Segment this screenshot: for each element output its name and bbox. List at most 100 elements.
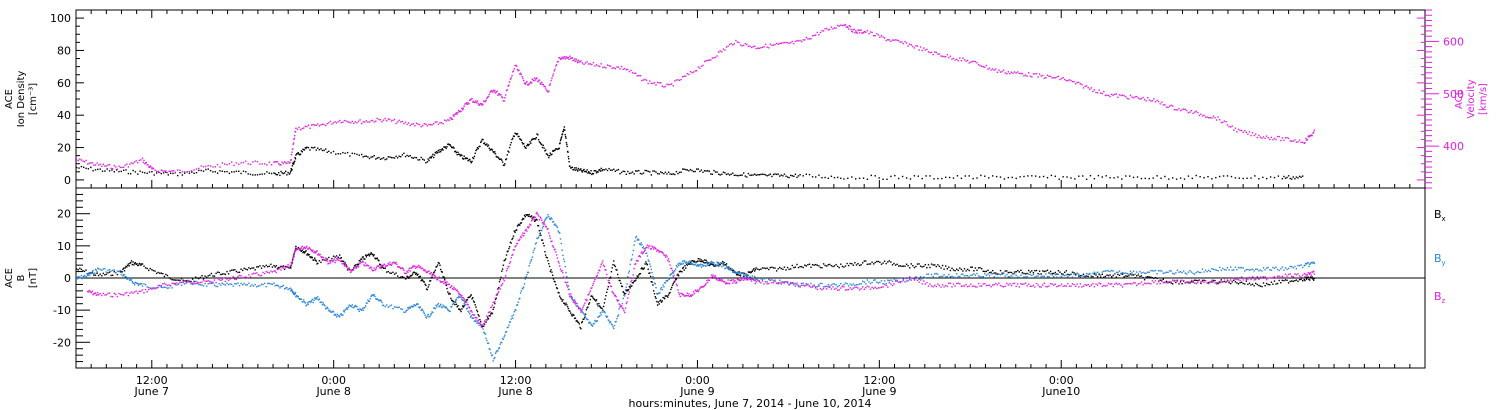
data-point — [890, 175, 892, 178]
data-point — [490, 352, 492, 354]
data-point — [863, 260, 865, 262]
data-point — [671, 284, 674, 286]
data-point — [874, 279, 876, 281]
data-point — [553, 224, 555, 226]
data-point — [515, 245, 517, 247]
data-point — [391, 263, 393, 265]
data-point — [1291, 266, 1293, 268]
data-point — [190, 283, 192, 285]
data-point — [157, 170, 159, 172]
data-point — [777, 281, 779, 284]
data-point — [535, 212, 537, 215]
data-point — [923, 276, 925, 278]
data-point — [240, 172, 242, 175]
data-point — [568, 161, 570, 163]
data-point — [1081, 83, 1083, 86]
data-point — [1112, 274, 1114, 277]
data-point — [674, 280, 676, 282]
data-point — [1179, 281, 1182, 283]
data-point — [515, 133, 517, 135]
data-point — [524, 83, 526, 85]
data-point — [597, 316, 599, 318]
data-point — [965, 283, 967, 286]
data-point — [294, 248, 297, 250]
data-point — [693, 260, 696, 262]
data-point — [401, 267, 404, 269]
data-point — [717, 277, 719, 279]
data-point — [371, 253, 373, 255]
data-point — [352, 306, 354, 309]
data-point — [282, 284, 285, 287]
data-point — [1254, 175, 1256, 177]
data-point — [1042, 175, 1045, 178]
data-point — [800, 282, 803, 285]
data-point — [1037, 272, 1039, 275]
data-point — [703, 60, 706, 63]
data-point — [701, 264, 703, 266]
data-point — [1079, 276, 1082, 278]
data-point — [591, 296, 594, 298]
data-point — [1129, 270, 1132, 272]
data-point — [800, 41, 803, 43]
data-point — [366, 264, 368, 266]
data-point — [805, 265, 807, 267]
data-point — [769, 279, 771, 282]
data-point — [506, 250, 508, 253]
data-point — [642, 268, 645, 270]
data-point — [1240, 281, 1243, 283]
data-point — [482, 324, 484, 326]
data-point — [609, 322, 611, 324]
data-point — [227, 279, 230, 282]
data-point — [450, 286, 452, 288]
data-point — [797, 175, 800, 177]
data-point — [474, 101, 476, 104]
data-point — [804, 264, 806, 266]
data-point — [573, 301, 575, 304]
data-point — [296, 248, 298, 250]
data-point — [1032, 273, 1035, 276]
data-point — [493, 306, 495, 309]
data-point — [472, 100, 475, 102]
data-point — [461, 294, 463, 297]
data-point — [405, 272, 407, 275]
data-point — [552, 150, 554, 152]
data-point — [1309, 135, 1312, 137]
data-point — [1137, 273, 1139, 275]
data-point — [1018, 72, 1020, 75]
data-point — [743, 278, 746, 280]
data-point — [1026, 285, 1028, 287]
data-point — [472, 317, 475, 319]
data-point — [240, 282, 242, 285]
data-point — [415, 272, 418, 274]
data-point — [1023, 283, 1025, 285]
data-point — [381, 157, 383, 160]
data-point — [322, 302, 324, 304]
data-point — [808, 38, 811, 40]
data-point — [623, 294, 625, 296]
data-point — [696, 265, 698, 267]
data-point — [503, 164, 505, 167]
data-point — [521, 76, 523, 78]
data-point — [458, 308, 461, 310]
data-point — [180, 284, 183, 286]
data-point — [412, 123, 414, 125]
data-point — [507, 266, 509, 268]
data-point — [523, 82, 526, 84]
data-point — [631, 171, 634, 173]
data-point — [763, 173, 765, 176]
data-point — [398, 155, 400, 157]
data-point — [166, 172, 169, 174]
data-point — [633, 72, 635, 75]
data-point — [918, 263, 920, 265]
data-point — [645, 79, 648, 81]
data-point — [218, 271, 220, 274]
data-point — [466, 157, 469, 160]
data-point — [590, 170, 592, 172]
data-point — [130, 173, 132, 175]
data-point — [105, 271, 108, 273]
data-point — [501, 96, 503, 98]
data-point — [588, 293, 590, 296]
data-point — [379, 267, 381, 269]
data-point — [926, 281, 928, 284]
